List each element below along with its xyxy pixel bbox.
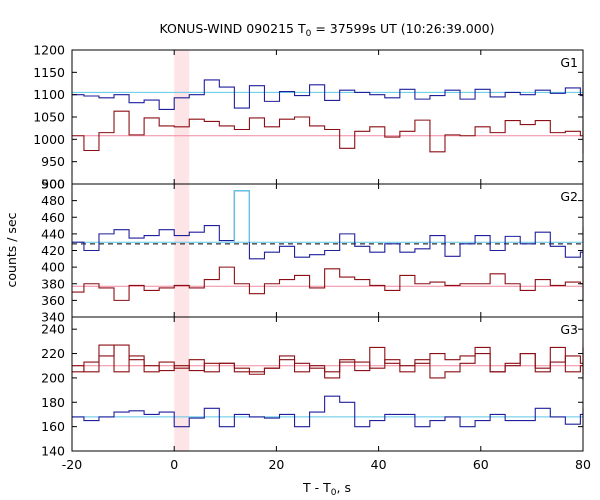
panel-g3-ytick-label: 220 bbox=[41, 346, 65, 361]
panel-g3-ytick-label: 240 bbox=[41, 322, 65, 337]
panel-g2-series-0 bbox=[72, 190, 584, 272]
panel-g1-ytick-label: 1200 bbox=[33, 43, 65, 58]
x-tick-label: -20 bbox=[62, 457, 82, 472]
x-tick-label: 60 bbox=[473, 457, 489, 472]
panel-g3-series-2 bbox=[72, 395, 584, 428]
panel-g2-ytick-label: 340 bbox=[41, 310, 65, 325]
panel-g3-label: G3 bbox=[560, 322, 578, 337]
panel-g1-label: G1 bbox=[560, 55, 578, 70]
panel-g1-ytick-label: 1150 bbox=[33, 65, 65, 80]
x-axis-label: T - T0, s bbox=[302, 480, 351, 498]
trigger-interval-band bbox=[174, 50, 190, 451]
panel-g2-series-1 bbox=[72, 266, 584, 303]
panel-g1: 900 950 1000 1050 1100 1150 1200 G1 bbox=[33, 43, 584, 192]
panel-g3-ytick-label: 200 bbox=[41, 370, 65, 385]
panel-g1-ytick-label: 1100 bbox=[33, 87, 65, 102]
panel-g1-frame bbox=[71, 49, 584, 185]
panel-g3-ytick-label: 180 bbox=[41, 395, 65, 410]
panel-g3-series-0 bbox=[72, 344, 584, 375]
x-tick-label: 0 bbox=[170, 457, 178, 472]
x-axis-label-rest: , s bbox=[337, 480, 351, 495]
panel-g1-ytick-label: 1050 bbox=[33, 110, 65, 125]
panel-g2-ytick-label: 480 bbox=[41, 193, 65, 208]
panel-g2-ytick-label: 420 bbox=[41, 243, 65, 258]
panel-g3-frame bbox=[71, 316, 584, 452]
panel-g1-ytick-label: 1000 bbox=[33, 132, 65, 147]
panel-g3: 140 160 180 200 220 240 G3 bbox=[41, 316, 584, 459]
panel-g2-ytick-label: 460 bbox=[41, 210, 65, 225]
x-tick-label: 80 bbox=[575, 457, 591, 472]
y-axis-label: counts / sec bbox=[4, 212, 19, 287]
chart-title-subscript: 0 bbox=[306, 29, 312, 39]
panel-g1-series-0 bbox=[72, 79, 584, 112]
panel-g2-ytick-label: 500 bbox=[41, 177, 65, 192]
panel-g3-ytick-label: 160 bbox=[41, 419, 65, 434]
panel-g2-label: G2 bbox=[560, 189, 578, 204]
x-tick-label: 20 bbox=[268, 457, 284, 472]
panel-g2-ytick-label: 380 bbox=[41, 276, 65, 291]
panels-layer: 90095010001050110011501200G1340360380400… bbox=[33, 43, 591, 473]
chart-title-rest: = 37599s UT (10:26:39.000) bbox=[311, 21, 494, 36]
panel-g2-peak-bin bbox=[233, 190, 251, 243]
panel-g1-ytick-label: 900 bbox=[41, 177, 65, 192]
chart-title: KONUS-WIND 090215 T0 = 37599s UT (10:26:… bbox=[159, 21, 494, 39]
panel-g1-series-1 bbox=[72, 110, 584, 154]
x-axis-label-subscript: 0 bbox=[331, 488, 337, 498]
panel-g2-ytick-label: 440 bbox=[41, 226, 65, 241]
x-tick-label: 40 bbox=[371, 457, 387, 472]
panel-g3-ytick-label: 140 bbox=[41, 444, 65, 459]
panel-g2-ytick-label: 400 bbox=[41, 260, 65, 275]
panel-g1-ytick-label: 950 bbox=[41, 154, 65, 169]
panel-g3-series-1 bbox=[72, 344, 584, 381]
panel-g2-ytick-label: 360 bbox=[41, 293, 65, 308]
